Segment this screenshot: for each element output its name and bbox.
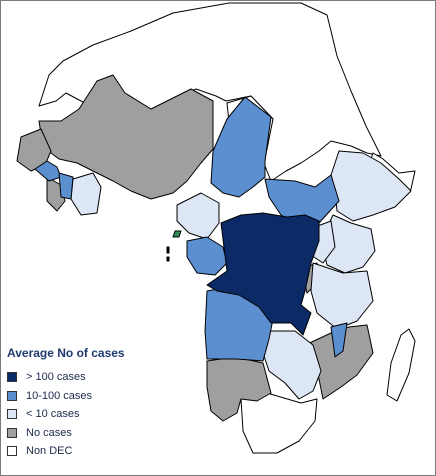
legend-item-low: < 10 cases [7,405,177,424]
legend-swatch-nondec [7,446,17,457]
island-dash-icon [166,246,170,262]
legend-swatch-mid [7,390,17,401]
legend-item-high: > 100 cases [7,368,177,387]
legend-title: Average No of cases [7,346,125,360]
region-east-light [330,150,412,222]
region-central-light [176,192,220,240]
region-west-sahel [38,74,214,200]
legend-swatch-none [7,427,17,438]
region-west-blue-b [58,172,74,200]
region-southern-grey [206,356,272,422]
legend-label-high: > 100 cases [26,371,86,384]
region-central-north-blue [210,96,272,198]
island-fragment-icon [172,230,182,238]
region-south-east-blue [330,322,348,358]
legend-label-low: < 10 cases [26,408,80,421]
legend-item-none: No cases [7,424,177,443]
legend-label-mid: 10-100 cases [26,389,93,402]
legend: Average No of cases > 100 cases 10-100 c… [7,346,177,461]
region-gulf-blue [186,236,228,276]
legend-swatch-high [7,372,17,383]
region-cape [240,392,318,454]
legend-item-nondec: Non DEC [7,442,177,461]
region-south-east-isle [386,328,416,402]
legend-label-none: No cases [26,426,72,439]
legend-swatch-low [7,409,17,420]
region-east-blue [264,174,340,228]
legend-item-mid: 10-100 cases [7,387,177,406]
legend-label-nondec: Non DEC [26,445,73,458]
region-south-light [262,330,322,400]
region-west-light [70,172,102,216]
region-west-blue [34,160,62,182]
region-east-light-c [310,262,374,330]
region-drc [206,212,320,336]
